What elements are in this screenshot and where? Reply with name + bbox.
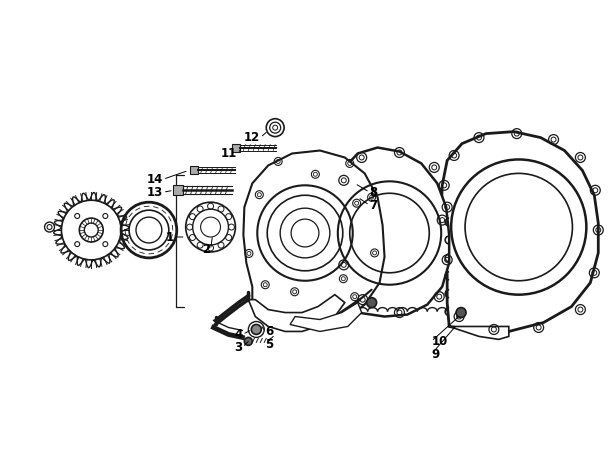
Circle shape (252, 324, 261, 334)
Text: 4: 4 (234, 328, 242, 341)
Text: 14: 14 (146, 173, 163, 186)
Polygon shape (233, 143, 241, 152)
Polygon shape (248, 294, 345, 332)
Text: 9: 9 (431, 348, 439, 361)
Text: 11: 11 (221, 147, 237, 160)
Text: 5: 5 (265, 338, 274, 351)
Circle shape (244, 337, 252, 345)
Text: 10: 10 (431, 335, 447, 348)
Polygon shape (441, 132, 599, 332)
Text: 13: 13 (147, 186, 163, 199)
Polygon shape (173, 185, 183, 195)
Text: 7: 7 (370, 199, 378, 212)
Text: 2: 2 (203, 243, 211, 256)
Circle shape (456, 308, 466, 317)
Polygon shape (340, 148, 449, 316)
Text: 8: 8 (370, 186, 378, 199)
Polygon shape (449, 326, 509, 340)
Circle shape (367, 298, 376, 308)
Text: 3: 3 (234, 341, 242, 354)
Text: 12: 12 (244, 131, 260, 144)
Polygon shape (290, 303, 362, 332)
Polygon shape (244, 151, 384, 326)
Polygon shape (190, 166, 198, 174)
Text: 6: 6 (265, 325, 274, 338)
Text: 1: 1 (166, 230, 174, 244)
